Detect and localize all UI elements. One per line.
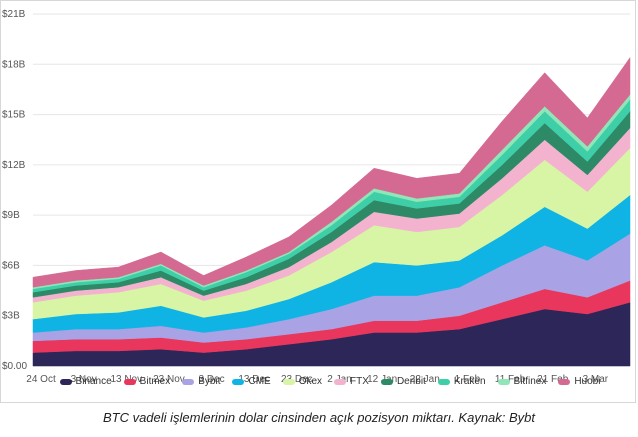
- chart-frame: [0, 0, 636, 403]
- x-tick-label: 3 Nov: [71, 374, 97, 385]
- legend-swatch: [123, 378, 136, 385]
- legend-label: Kraken: [453, 376, 486, 387]
- legend-swatch: [334, 378, 347, 385]
- y-tick-label: $18B: [2, 59, 26, 70]
- y-tick-label: $15B: [2, 110, 26, 121]
- y-tick-label: $3B: [2, 311, 20, 322]
- legend-item-deribit[interactable]: Deribit: [380, 376, 426, 387]
- x-tick-label: 3 Mar: [583, 374, 609, 385]
- y-tick-label: $6B: [2, 260, 20, 271]
- x-tick-label: 23 Nov: [153, 374, 185, 385]
- series-area-huobi: [32, 56, 631, 288]
- x-tick-label: 21 Feb: [537, 374, 569, 385]
- legend-item-bybit[interactable]: Bybit: [182, 376, 220, 387]
- legend-swatch: [232, 378, 245, 385]
- legend-label: Bitmex: [139, 376, 171, 387]
- x-tick-label: 13 Dec: [238, 374, 270, 385]
- legend-label: FTX: [350, 376, 369, 387]
- legend-swatch: [437, 378, 450, 385]
- legend-item-okex[interactable]: Okex: [282, 376, 323, 387]
- legend-item-ftx[interactable]: FTX: [334, 376, 369, 387]
- legend-item-cme[interactable]: CME: [232, 376, 271, 387]
- x-tick-label: 3 Dec: [199, 374, 225, 385]
- legend-item-kraken[interactable]: Kraken: [437, 376, 486, 387]
- legend-label: Bybit: [198, 376, 221, 387]
- x-tick-label: 24 Oct: [26, 374, 56, 385]
- legend-label: CME: [248, 376, 271, 387]
- chart-legend: Binance Bitmex Bybit CME Okex FTX Deribit Krake…: [59, 376, 600, 387]
- y-tick-label: $0.00: [2, 361, 27, 372]
- legend-swatch: [558, 378, 571, 385]
- stacked-area-chart: $0.00 $3B $6B $9B $12B $15B $18B $21B 24 Oct 3 No…: [2, 9, 631, 385]
- legend-swatch: [182, 378, 195, 385]
- legend-swatch: [59, 378, 72, 385]
- legend-label: Bitfinex: [513, 376, 547, 387]
- legend-swatch: [380, 378, 393, 385]
- legend-item-bitfinex[interactable]: Bitfinex: [497, 376, 547, 387]
- legend-swatch: [497, 378, 510, 385]
- x-tick-label: 22 Jan: [410, 374, 440, 385]
- x-tick-label: 23 Dec: [281, 374, 313, 385]
- x-tick-label: 11 Feb: [495, 374, 526, 385]
- legend-swatch: [282, 378, 295, 385]
- y-tick-label: $12B: [2, 160, 26, 171]
- y-tick-label: $21B: [2, 9, 26, 20]
- legend-label: Deribit: [396, 376, 426, 387]
- y-tick-label: $9B: [2, 210, 20, 221]
- legend-item-binance[interactable]: Binance: [59, 376, 112, 387]
- legend-label: Okex: [298, 376, 323, 387]
- x-tick-label: 1 Feb: [455, 374, 481, 385]
- legend-label: Binance: [75, 376, 112, 387]
- legend-label: Huobi: [574, 376, 601, 387]
- legend-item-huobi[interactable]: Huobi: [558, 376, 600, 387]
- legend-item-bitmex[interactable]: Bitmex: [123, 376, 171, 387]
- chart-caption: BTC vadeli işlemlerinin dolar cinsinden …: [102, 410, 536, 425]
